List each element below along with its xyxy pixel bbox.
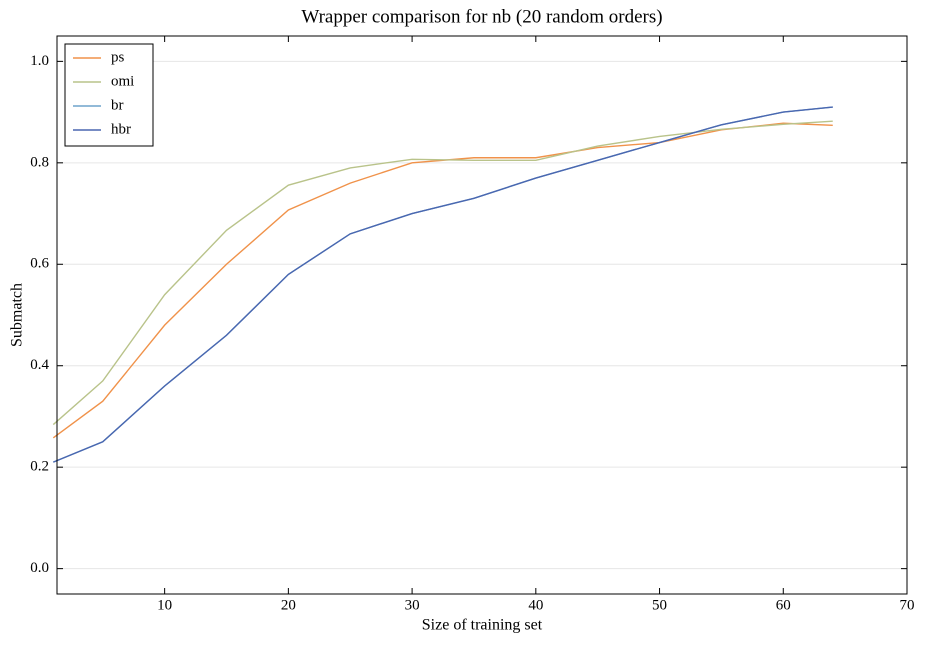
- x-tick-label: 30: [405, 597, 420, 613]
- legend-label: omi: [111, 73, 134, 89]
- x-axis-label: Size of training set: [422, 617, 543, 634]
- x-tick-label: 40: [528, 597, 543, 613]
- legend-label: hbr: [111, 121, 131, 137]
- x-tick-label: 50: [652, 597, 667, 613]
- series-line: [53, 106, 833, 463]
- chart-title: Wrapper comparison for nb (20 random ord…: [301, 6, 662, 27]
- plot-frame: [56, 35, 908, 595]
- y-tick-label: 0.6: [30, 256, 49, 272]
- x-tick-label: 70: [900, 597, 915, 613]
- x-tick-label: 20: [281, 597, 296, 613]
- x-tick-label: 10: [157, 597, 172, 613]
- legend-label: ps: [111, 49, 125, 65]
- series-line: [52, 122, 833, 439]
- y-tick-label: 0.8: [30, 154, 49, 170]
- y-tick-label: 1.0: [30, 53, 49, 69]
- legend-box: [64, 43, 154, 147]
- y-tick-label: 0.2: [30, 459, 49, 475]
- y-tick-label: 0.4: [30, 357, 49, 373]
- series-line: [52, 120, 833, 426]
- x-tick-label: 60: [776, 597, 791, 613]
- y-axis-label: Submatch: [9, 283, 26, 347]
- legend-label: br: [111, 97, 124, 113]
- y-tick-label: 0.0: [30, 560, 49, 576]
